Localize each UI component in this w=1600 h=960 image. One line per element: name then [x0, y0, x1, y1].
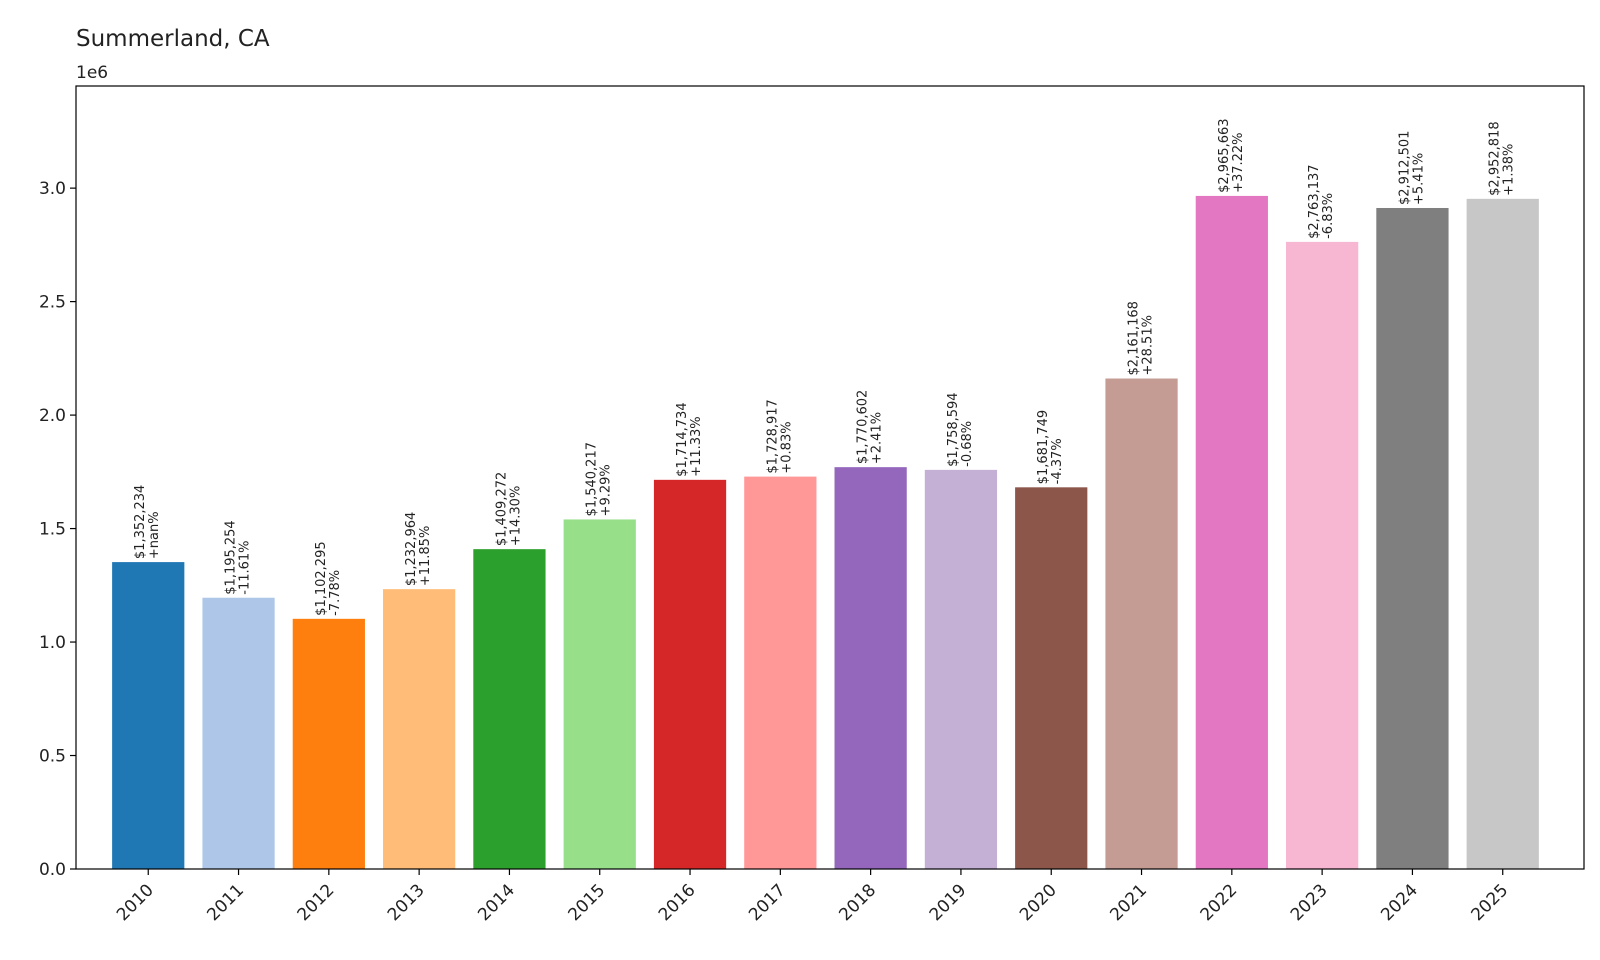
bar-change-text: +28.51%	[1141, 315, 1156, 375]
bar-change-text: +5.41%	[1411, 153, 1426, 205]
y-tick-label: 3.0	[39, 179, 66, 199]
x-tick-label: 2016	[655, 880, 700, 925]
bar-value-text: $2,912,501	[1397, 131, 1412, 205]
bar-2014	[473, 549, 546, 869]
bar-value-text: $2,161,168	[1127, 301, 1142, 375]
bar-change-text: -0.68%	[960, 421, 975, 467]
x-tick-label: 2023	[1287, 880, 1332, 925]
bar-2019	[924, 469, 998, 869]
bar-value-label: $2,912,501+5.41%	[1397, 131, 1426, 205]
bar-change-text: +14.30%	[508, 486, 523, 546]
y-axis-offset-label: 1e6	[76, 63, 108, 83]
bar-value-label: $1,728,917+0.83%	[765, 399, 794, 473]
bar-value-text: $1,758,594	[946, 392, 961, 466]
bar-value-text: $1,770,602	[856, 390, 871, 464]
bar-value-label: $1,102,295-7.78%	[314, 541, 343, 615]
bar-value-text: $1,540,217	[585, 442, 600, 516]
bar-value-label: $1,758,594-0.68%	[946, 392, 975, 466]
x-tick-label: 2017	[745, 880, 790, 925]
bar-value-label: $2,952,818+1.38%	[1488, 121, 1517, 195]
bar-change-text: +0.83%	[779, 421, 794, 473]
bar-value-label: $2,161,168+28.51%	[1127, 301, 1156, 375]
bar-change-text: -4.37%	[1050, 438, 1065, 484]
bar-value-text: $1,681,749	[1036, 410, 1051, 484]
plot-frame	[75, 85, 1585, 870]
bar-change-text: +nan%	[147, 511, 162, 559]
bar-value-text: $1,714,734	[675, 402, 690, 476]
bar-2020	[1015, 487, 1088, 869]
bar-value-label: $1,540,217+9.29%	[585, 442, 614, 516]
bar-2016	[653, 479, 727, 869]
x-tick-label: 2012	[294, 880, 339, 925]
bar-2018	[834, 467, 907, 869]
bar-labels-group: $1,352,234+nan% $1,195,254-11.61% $1,102,2…	[133, 118, 1516, 615]
bar-2013	[383, 589, 456, 869]
y-tick-label: 2.0	[39, 406, 66, 426]
bar-change-text: -6.83%	[1321, 193, 1336, 239]
bar-value-label: $1,770,602+2.41%	[856, 390, 885, 464]
bar-value-text: $2,952,818	[1488, 121, 1503, 195]
bar-value-label: $1,714,734+11.33%	[675, 402, 704, 476]
x-tick-label: 2024	[1377, 880, 1422, 925]
x-tick-label: 2013	[384, 880, 429, 925]
bar-value-label: $1,352,234+nan%	[133, 485, 162, 559]
bar-change-text: +1.38%	[1502, 144, 1517, 196]
bar-value-text: $1,352,234	[133, 485, 148, 559]
y-tick-label: 1.0	[39, 633, 66, 653]
x-tick-label: 2011	[203, 880, 248, 925]
x-axis: 2010 2011 2012 2013 2014 2015 2016 2017 2018 2019…	[113, 869, 1512, 925]
bar-2015	[563, 519, 636, 869]
bar-2011	[202, 597, 275, 869]
x-tick-label: 2022	[1197, 880, 1242, 925]
x-tick-label: 2020	[1016, 880, 1061, 925]
bar-change-text: +11.33%	[689, 416, 704, 476]
bar-change-text: +37.22%	[1231, 132, 1246, 192]
x-tick-label: 2018	[835, 880, 880, 925]
chart-title: Summerland, CA	[76, 26, 270, 52]
bar-value-text: $1,102,295	[314, 541, 329, 615]
bar-value-label: $1,681,749-4.37%	[1036, 410, 1065, 484]
bar-value-text: $1,409,272	[494, 472, 509, 546]
bar-value-text: $1,195,254	[224, 520, 239, 594]
bar-change-text: +2.41%	[870, 412, 885, 464]
bar-2021	[1105, 378, 1178, 869]
y-tick-label: 2.5	[39, 293, 66, 313]
bar-2024	[1376, 207, 1449, 870]
y-tick-label: 0.5	[39, 747, 66, 767]
bar-change-text: -11.61%	[238, 540, 253, 594]
bar-value-text: $1,232,964	[404, 512, 419, 586]
x-tick-label: 2019	[926, 880, 971, 925]
bar-value-label: $2,763,137-6.83%	[1307, 164, 1336, 238]
bar-2012	[292, 618, 365, 869]
bar-change-text: +11.85%	[418, 526, 433, 586]
x-tick-label: 2025	[1468, 880, 1513, 925]
bar-2023	[1286, 241, 1359, 869]
x-tick-label: 2021	[1106, 880, 1151, 925]
x-tick-label: 2010	[113, 880, 158, 925]
bar-2022	[1195, 195, 1268, 869]
bar-2010	[112, 562, 185, 869]
y-tick-label: 0.0	[39, 860, 66, 880]
bars-group	[112, 195, 1539, 870]
y-tick-label: 1.5	[39, 520, 66, 540]
bar-value-text: $1,728,917	[765, 399, 780, 473]
bar-value-label: $2,965,663+37.22%	[1217, 118, 1246, 192]
bar-value-label: $1,232,964+11.85%	[404, 512, 433, 586]
bar-value-label: $1,409,272+14.30%	[494, 472, 523, 546]
bar-value-label: $1,195,254-11.61%	[224, 520, 253, 594]
bar-2017	[744, 476, 817, 869]
x-tick-label: 2014	[474, 880, 519, 925]
y-axis: 0.0 0.5 1.0 1.5 2.0 2.5 3.0	[39, 179, 76, 880]
bar-value-text: $2,965,663	[1217, 118, 1232, 192]
bar-value-text: $2,763,137	[1307, 164, 1322, 238]
bar-change-text: +9.29%	[599, 464, 614, 516]
bar-change-text: -7.78%	[328, 570, 343, 616]
x-tick-label: 2015	[565, 880, 610, 925]
bar-2025	[1466, 198, 1539, 870]
